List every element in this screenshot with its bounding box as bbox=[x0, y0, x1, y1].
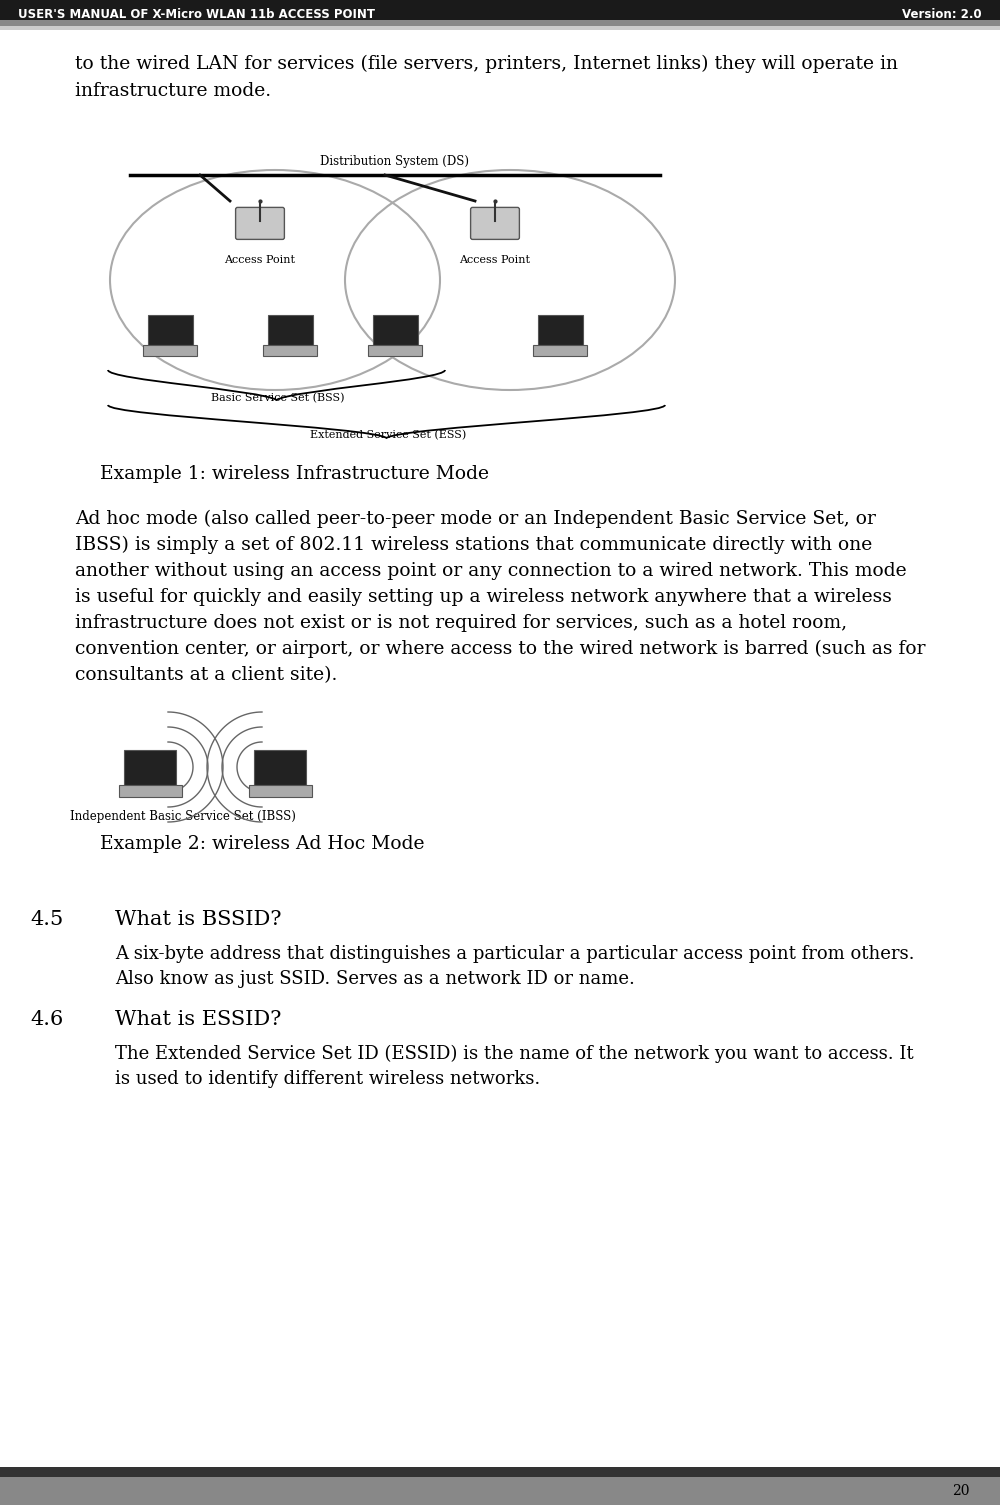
Text: Basic Service Set (BSS): Basic Service Set (BSS) bbox=[211, 393, 345, 403]
Text: USER'S MANUAL OF X-Micro WLAN 11b ACCESS POINT: USER'S MANUAL OF X-Micro WLAN 11b ACCESS… bbox=[18, 8, 375, 21]
Text: infrastructure does not exist or is not required for services, such as a hotel r: infrastructure does not exist or is not … bbox=[75, 614, 847, 632]
Bar bbox=[124, 749, 176, 786]
Text: Access Point: Access Point bbox=[224, 254, 296, 265]
Text: Extended Service Set (ESS): Extended Service Set (ESS) bbox=[310, 430, 466, 441]
Text: A six-byte address that distinguishes a particular a particular access point fro: A six-byte address that distinguishes a … bbox=[115, 945, 914, 963]
Text: Version: 2.0: Version: 2.0 bbox=[902, 8, 982, 21]
Bar bbox=[248, 786, 312, 798]
FancyBboxPatch shape bbox=[236, 208, 284, 239]
Text: consultants at a client site).: consultants at a client site). bbox=[75, 667, 337, 683]
Text: What is BSSID?: What is BSSID? bbox=[115, 911, 282, 929]
Text: 20: 20 bbox=[952, 1484, 970, 1497]
Text: What is ESSID?: What is ESSID? bbox=[115, 1010, 281, 1029]
Bar bbox=[0, 1476, 1000, 1505]
Bar bbox=[143, 345, 197, 355]
Bar bbox=[263, 345, 317, 355]
Text: Example 1: wireless Infrastructure Mode: Example 1: wireless Infrastructure Mode bbox=[100, 465, 489, 483]
Text: Access Point: Access Point bbox=[460, 254, 530, 265]
Bar bbox=[254, 749, 306, 786]
Bar bbox=[538, 315, 582, 345]
Text: Independent Basic Service Set (IBSS): Independent Basic Service Set (IBSS) bbox=[70, 810, 296, 823]
Bar bbox=[0, 1467, 1000, 1476]
Text: Also know as just SSID. Serves as a network ID or name.: Also know as just SSID. Serves as a netw… bbox=[115, 971, 635, 987]
Text: 4.5: 4.5 bbox=[30, 911, 63, 929]
Text: The Extended Service Set ID (ESSID) is the name of the network you want to acces: The Extended Service Set ID (ESSID) is t… bbox=[115, 1044, 914, 1063]
Text: convention center, or airport, or where access to the wired network is barred (s: convention center, or airport, or where … bbox=[75, 640, 926, 658]
Text: Distribution System (DS): Distribution System (DS) bbox=[320, 155, 470, 169]
Text: infrastructure mode.: infrastructure mode. bbox=[75, 81, 271, 99]
Bar bbox=[0, 0, 1000, 20]
Text: 4.6: 4.6 bbox=[30, 1010, 63, 1029]
Bar bbox=[368, 345, 422, 355]
Bar bbox=[148, 315, 192, 345]
Bar bbox=[533, 345, 587, 355]
Text: Ad hoc mode (also called peer-to-peer mode or an Independent Basic Service Set, : Ad hoc mode (also called peer-to-peer mo… bbox=[75, 510, 876, 528]
Bar bbox=[119, 786, 182, 798]
FancyBboxPatch shape bbox=[471, 208, 519, 239]
Text: IBSS) is simply a set of 802.11 wireless stations that communicate directly with: IBSS) is simply a set of 802.11 wireless… bbox=[75, 536, 872, 554]
Text: another without using an access point or any connection to a wired network. This: another without using an access point or… bbox=[75, 561, 907, 579]
Text: Example 2: wireless Ad Hoc Mode: Example 2: wireless Ad Hoc Mode bbox=[100, 835, 424, 853]
Text: is used to identify different wireless networks.: is used to identify different wireless n… bbox=[115, 1070, 540, 1088]
Bar bbox=[0, 20, 1000, 26]
Text: to the wired LAN for services (file servers, printers, Internet links) they will: to the wired LAN for services (file serv… bbox=[75, 56, 898, 74]
Bar bbox=[268, 315, 312, 345]
Bar bbox=[372, 315, 418, 345]
Bar bbox=[0, 26, 1000, 30]
Text: is useful for quickly and easily setting up a wireless network anywhere that a w: is useful for quickly and easily setting… bbox=[75, 588, 892, 607]
